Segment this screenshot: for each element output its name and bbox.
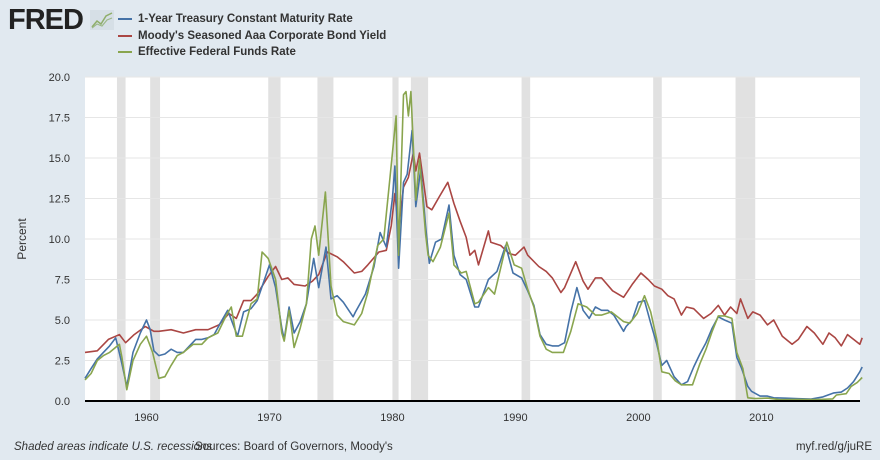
x-tick-label: 1970 xyxy=(257,412,281,424)
x-tick-label: 2010 xyxy=(749,412,773,424)
y-tick-label: 12.5 xyxy=(49,194,70,206)
chart-legend: 1-Year Treasury Constant Maturity Rate M… xyxy=(118,11,386,61)
series-line-2 xyxy=(84,90,863,401)
legend-item[interactable]: Effective Federal Funds Rate xyxy=(118,44,386,61)
legend-label: Effective Federal Funds Rate xyxy=(138,46,296,59)
series-line-0 xyxy=(84,129,863,400)
y-tick-label: 15.0 xyxy=(49,153,70,165)
legend-swatch xyxy=(118,18,132,21)
y-tick-label: 0.0 xyxy=(55,396,70,408)
y-tick-label: 20.0 xyxy=(49,72,70,84)
x-tick-label: 2000 xyxy=(626,412,650,424)
y-axis-label: Percent xyxy=(15,218,29,260)
y-tick-label: 10.0 xyxy=(49,234,70,246)
legend-label: 1-Year Treasury Constant Maturity Rate xyxy=(138,13,353,26)
series-line-1 xyxy=(84,152,863,354)
y-tick-label: 2.5 xyxy=(55,356,70,368)
y-tick-label: 17.5 xyxy=(49,113,70,125)
short-link[interactable]: myf.red/g/juRE xyxy=(795,441,872,453)
x-tick-label: 1980 xyxy=(380,412,404,424)
recession-note: Shaded areas indicate U.S. recessions xyxy=(14,441,213,453)
y-tick-label: 7.5 xyxy=(55,275,70,287)
legend-swatch xyxy=(118,34,132,37)
x-tick-label: 1990 xyxy=(503,412,527,424)
legend-item[interactable]: Moody's Seasoned Aaa Corporate Bond Yiel… xyxy=(118,28,386,45)
legend-label: Moody's Seasoned Aaa Corporate Bond Yiel… xyxy=(138,29,387,42)
x-tick-label: 1960 xyxy=(134,412,158,424)
sources-text: Sources: Board of Governors, Moody's xyxy=(195,441,393,453)
legend-item[interactable]: 1-Year Treasury Constant Maturity Rate xyxy=(118,11,386,28)
line-chart-icon xyxy=(90,10,114,30)
legend-swatch xyxy=(118,51,132,54)
fred-logo[interactable]: FRED xyxy=(8,4,84,36)
y-tick-label: 5.0 xyxy=(55,315,70,327)
